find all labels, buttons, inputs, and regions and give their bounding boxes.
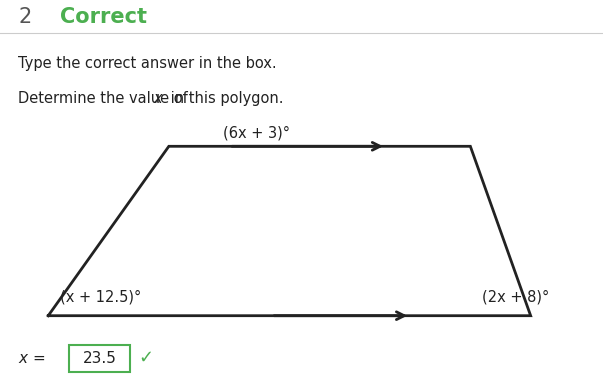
FancyBboxPatch shape xyxy=(69,345,130,372)
Text: (x + 12.5)°: (x + 12.5)° xyxy=(60,289,142,304)
Text: Correct: Correct xyxy=(60,7,147,27)
Text: (2x + 8)°: (2x + 8)° xyxy=(482,289,550,304)
Text: 2: 2 xyxy=(18,7,31,27)
Text: $x$ =: $x$ = xyxy=(18,352,45,366)
Text: 23.5: 23.5 xyxy=(83,351,116,365)
Text: Type the correct answer in the box.: Type the correct answer in the box. xyxy=(18,56,277,71)
Text: (6x + 3)°: (6x + 3)° xyxy=(223,126,290,141)
Text: in this polygon.: in this polygon. xyxy=(166,91,283,105)
Text: x: x xyxy=(154,91,162,105)
Text: Determine the value of: Determine the value of xyxy=(18,91,192,105)
Text: ✓: ✓ xyxy=(139,349,154,367)
